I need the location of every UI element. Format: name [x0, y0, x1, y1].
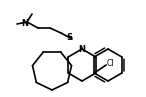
Text: Cl: Cl — [106, 59, 114, 68]
Text: S: S — [66, 33, 72, 42]
Text: N: N — [21, 19, 28, 28]
Text: N: N — [79, 45, 86, 55]
